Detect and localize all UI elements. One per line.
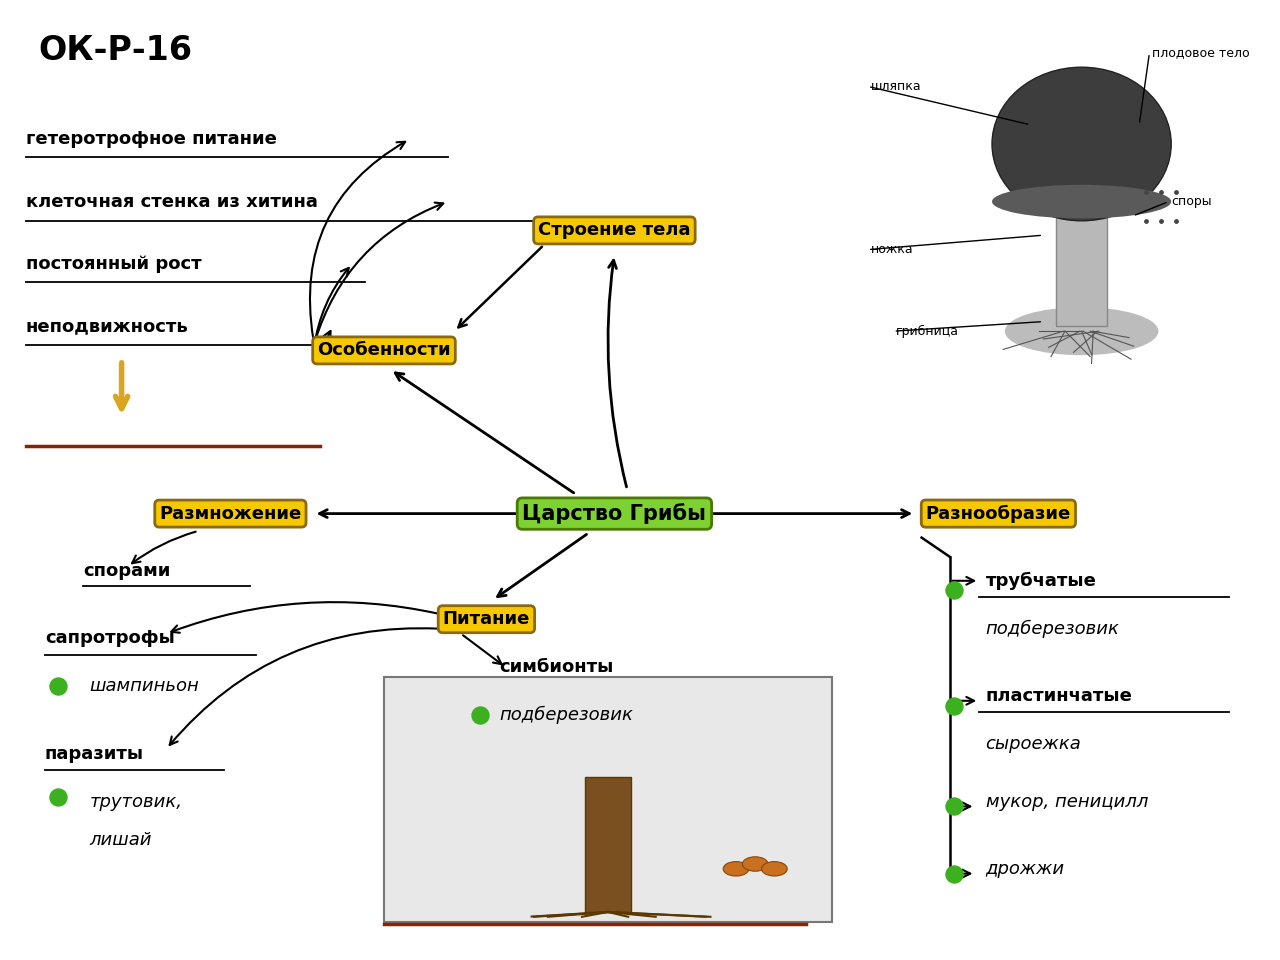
Text: Размножение: Размножение [159, 505, 302, 522]
Text: Строение тела: Строение тела [538, 222, 691, 239]
Text: шляпка: шляпка [870, 80, 922, 93]
Point [47, 789, 68, 804]
Point [47, 679, 68, 694]
Point [943, 866, 964, 881]
Text: симбионты: симбионты [499, 659, 613, 676]
Text: подберезовик: подберезовик [499, 706, 634, 725]
Point [470, 708, 490, 723]
Text: споры: споры [1171, 195, 1212, 208]
Text: трутовик,: трутовик, [90, 793, 183, 810]
Text: трубчатые: трубчатые [986, 572, 1097, 589]
Text: Царство Грибы: Царство Грибы [522, 503, 707, 524]
Ellipse shape [1005, 307, 1158, 355]
Text: лишай: лишай [90, 831, 152, 849]
Ellipse shape [742, 856, 768, 872]
Text: Питание: Питание [443, 611, 530, 628]
Bar [1056, 202, 1107, 326]
Text: ножка: ножка [870, 243, 913, 256]
Text: гетеротрофное питание: гетеротрофное питание [26, 131, 276, 148]
Ellipse shape [723, 862, 749, 876]
Point [1166, 213, 1187, 228]
Bar [585, 778, 631, 912]
Text: грибница: грибница [896, 324, 959, 338]
Point [1135, 184, 1156, 200]
Point [1151, 184, 1171, 200]
Point [943, 698, 964, 713]
Text: мукор, пеницилл: мукор, пеницилл [986, 793, 1148, 810]
Text: сапротрофы: сапротрофы [45, 630, 174, 647]
Text: сыроежка: сыроежка [986, 735, 1082, 753]
Text: спорами: спорами [83, 563, 170, 580]
Bar [384, 677, 832, 922]
Text: ОК-Р-16: ОК-Р-16 [38, 34, 192, 66]
Point [1151, 213, 1171, 228]
Point [943, 583, 964, 598]
Text: Особенности: Особенности [317, 342, 451, 359]
Ellipse shape [762, 862, 787, 876]
Text: Разнообразие: Разнообразие [925, 505, 1071, 522]
Text: пластинчатые: пластинчатые [986, 687, 1133, 705]
Text: подберезовик: подберезовик [986, 619, 1120, 638]
Text: клеточная стенка из хитина: клеточная стенка из хитина [26, 193, 317, 210]
Text: шампиньон: шампиньон [90, 678, 200, 695]
Ellipse shape [992, 184, 1171, 218]
Point [1135, 213, 1156, 228]
Text: дрожжи: дрожжи [986, 860, 1065, 877]
Text: плодовое тело: плодовое тело [1152, 46, 1249, 60]
Text: неподвижность: неподвижность [26, 318, 188, 335]
Text: постоянный рост: постоянный рост [26, 255, 201, 273]
Text: паразиты: паразиты [45, 745, 143, 762]
Point [1166, 184, 1187, 200]
Ellipse shape [992, 67, 1171, 221]
Point [943, 799, 964, 814]
